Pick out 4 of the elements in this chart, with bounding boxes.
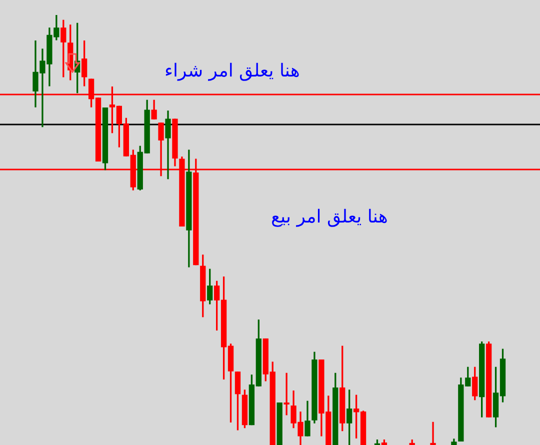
candlestick xyxy=(430,422,436,445)
candlestick xyxy=(284,372,290,416)
annotation: هنا يعلق امر شراء xyxy=(164,60,300,82)
annotation: هنا يعلق امر بيع xyxy=(270,206,388,228)
